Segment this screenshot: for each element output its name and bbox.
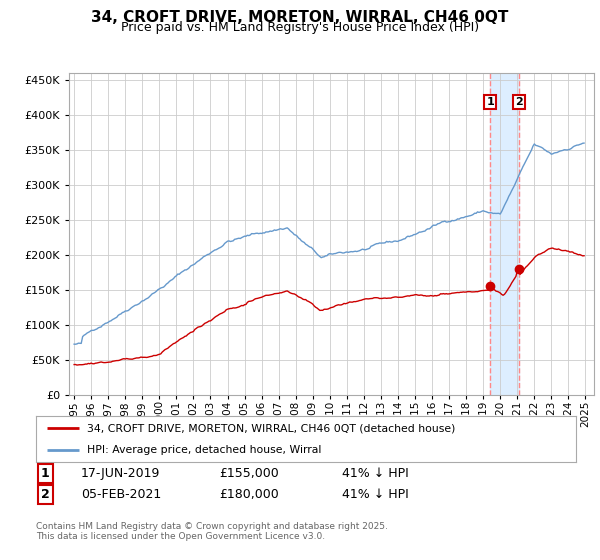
Text: 41% ↓ HPI: 41% ↓ HPI bbox=[342, 488, 409, 501]
Text: 05-FEB-2021: 05-FEB-2021 bbox=[81, 488, 161, 501]
Text: £155,000: £155,000 bbox=[219, 467, 279, 480]
Text: 1: 1 bbox=[41, 467, 49, 480]
Text: HPI: Average price, detached house, Wirral: HPI: Average price, detached house, Wirr… bbox=[88, 445, 322, 455]
Text: 1: 1 bbox=[487, 97, 494, 107]
Text: Price paid vs. HM Land Registry's House Price Index (HPI): Price paid vs. HM Land Registry's House … bbox=[121, 21, 479, 34]
Text: 2: 2 bbox=[515, 97, 523, 107]
Text: 17-JUN-2019: 17-JUN-2019 bbox=[81, 467, 160, 480]
Text: 2: 2 bbox=[41, 488, 49, 501]
Text: 34, CROFT DRIVE, MORETON, WIRRAL, CH46 0QT: 34, CROFT DRIVE, MORETON, WIRRAL, CH46 0… bbox=[91, 10, 509, 25]
Text: Contains HM Land Registry data © Crown copyright and database right 2025.
This d: Contains HM Land Registry data © Crown c… bbox=[36, 522, 388, 542]
Text: £180,000: £180,000 bbox=[219, 488, 279, 501]
Text: 41% ↓ HPI: 41% ↓ HPI bbox=[342, 467, 409, 480]
Text: 34, CROFT DRIVE, MORETON, WIRRAL, CH46 0QT (detached house): 34, CROFT DRIVE, MORETON, WIRRAL, CH46 0… bbox=[88, 423, 455, 433]
Bar bbox=[490, 73, 519, 395]
